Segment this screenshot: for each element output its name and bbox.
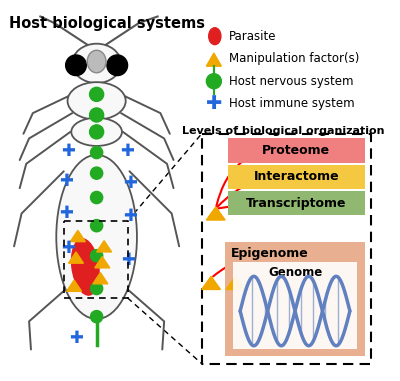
Text: ✚: ✚ bbox=[69, 329, 83, 347]
Text: ✚: ✚ bbox=[122, 251, 136, 269]
Text: Levels of biological organization: Levels of biological organization bbox=[182, 126, 384, 136]
Polygon shape bbox=[206, 207, 225, 220]
Polygon shape bbox=[97, 241, 112, 252]
Polygon shape bbox=[202, 276, 220, 290]
Text: ✚: ✚ bbox=[206, 94, 222, 113]
Text: Host immune system: Host immune system bbox=[229, 97, 354, 110]
Text: Host nervous system: Host nervous system bbox=[229, 75, 353, 88]
Circle shape bbox=[90, 219, 103, 232]
Text: Manipulation factor(s): Manipulation factor(s) bbox=[229, 52, 359, 65]
Circle shape bbox=[90, 311, 103, 323]
Text: ✚: ✚ bbox=[59, 205, 72, 223]
Polygon shape bbox=[95, 257, 110, 268]
Ellipse shape bbox=[87, 50, 106, 73]
Text: Proteome: Proteome bbox=[262, 144, 330, 157]
Bar bbox=[228, 138, 365, 163]
Text: ✚: ✚ bbox=[62, 142, 76, 160]
Polygon shape bbox=[66, 280, 82, 291]
Ellipse shape bbox=[56, 155, 137, 319]
Text: ✚: ✚ bbox=[120, 142, 134, 160]
Circle shape bbox=[90, 125, 104, 139]
Circle shape bbox=[90, 87, 104, 101]
Bar bbox=[228, 191, 365, 215]
Bar bbox=[233, 262, 357, 349]
Text: ✚: ✚ bbox=[124, 207, 137, 225]
Polygon shape bbox=[206, 53, 221, 66]
Ellipse shape bbox=[72, 44, 121, 83]
Text: Genome: Genome bbox=[268, 266, 322, 279]
Bar bbox=[228, 165, 365, 189]
Circle shape bbox=[90, 146, 103, 158]
Ellipse shape bbox=[68, 82, 126, 120]
Text: Transcriptome: Transcriptome bbox=[246, 197, 347, 210]
Text: Parasite: Parasite bbox=[229, 30, 276, 43]
Ellipse shape bbox=[209, 28, 221, 45]
Ellipse shape bbox=[71, 118, 122, 146]
Circle shape bbox=[90, 191, 103, 203]
Text: Host biological systems: Host biological systems bbox=[9, 16, 205, 32]
Circle shape bbox=[90, 250, 103, 262]
Circle shape bbox=[107, 55, 128, 75]
Polygon shape bbox=[68, 252, 84, 263]
Text: ✚: ✚ bbox=[124, 174, 137, 192]
Text: Interactome: Interactome bbox=[254, 170, 339, 183]
Polygon shape bbox=[226, 276, 245, 290]
Polygon shape bbox=[70, 231, 85, 242]
Bar bbox=[225, 242, 365, 356]
Circle shape bbox=[206, 74, 221, 89]
Ellipse shape bbox=[71, 238, 100, 296]
Circle shape bbox=[90, 108, 104, 122]
Text: Epigenome: Epigenome bbox=[231, 247, 308, 260]
Circle shape bbox=[90, 282, 103, 295]
Text: ✚: ✚ bbox=[62, 239, 76, 257]
Polygon shape bbox=[93, 272, 108, 284]
Circle shape bbox=[90, 167, 103, 179]
Text: ✚: ✚ bbox=[59, 172, 72, 190]
Circle shape bbox=[66, 55, 86, 75]
